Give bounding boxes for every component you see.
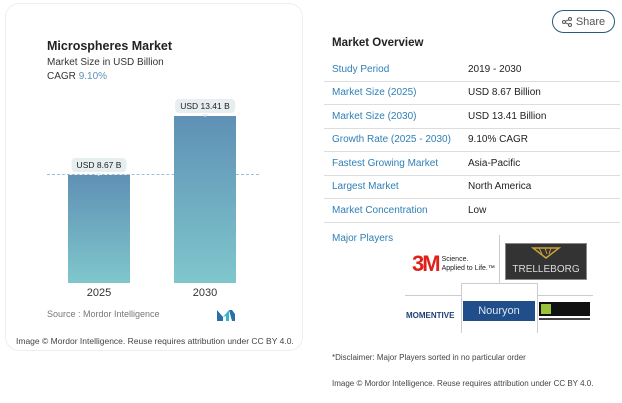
overview-title: Market Overview bbox=[332, 37, 424, 49]
logo-divider bbox=[499, 235, 500, 285]
x-tick-label: 2030 bbox=[192, 287, 218, 299]
overview-value: USD 13.41 Billion bbox=[468, 110, 547, 122]
overview-value: 2019 - 2030 bbox=[468, 63, 522, 75]
overview-row: Fastest Growing Market Asia-Pacific bbox=[324, 152, 620, 176]
logo-trelleborg: TRELLEBORG bbox=[505, 243, 587, 280]
overview-row: Growth Rate (2025 - 2030) 9.10% CAGR bbox=[324, 129, 620, 152]
overview-value: North America bbox=[468, 181, 532, 193]
mordor-logo-icon bbox=[217, 308, 235, 326]
trelleborg-text: TRELLEBORG bbox=[512, 264, 580, 275]
overview-row: Market Size (2025) USD 8.67 Billion bbox=[324, 82, 620, 105]
logo-amsp-tagline bbox=[539, 318, 590, 320]
share-icon bbox=[561, 16, 572, 27]
chart-source: Source : Mordor Intelligence bbox=[47, 309, 160, 319]
data-label: USD 13.41 B bbox=[175, 99, 235, 117]
overview-value: Asia-Pacific bbox=[468, 157, 521, 169]
overview-row: Market Size (2030) USD 13.41 Billion bbox=[324, 105, 620, 129]
logo-momentive: MOMENTIVE bbox=[406, 311, 455, 320]
overview-key[interactable]: Market Concentration bbox=[332, 204, 428, 216]
overview-row: Largest Market North America bbox=[324, 176, 620, 199]
logo-nouryon: Nouryon bbox=[463, 301, 535, 321]
overview-key[interactable]: Largest Market bbox=[332, 181, 399, 193]
overview-key[interactable]: Growth Rate (2025 - 2030) bbox=[332, 134, 451, 146]
bar-2030 bbox=[174, 116, 236, 283]
overview-value: 9.10% CAGR bbox=[468, 134, 529, 146]
bar-2025 bbox=[68, 175, 130, 283]
x-tick-label: 2025 bbox=[86, 287, 112, 299]
reference-line bbox=[47, 174, 259, 175]
overview-value: USD 8.67 Billion bbox=[468, 87, 541, 99]
chart-cagr: CAGR 9.10% bbox=[47, 71, 107, 82]
logo-amsp bbox=[539, 302, 590, 316]
3m-tagline: Science. bbox=[441, 256, 469, 263]
chart-card bbox=[5, 3, 303, 351]
overview-key[interactable]: Market Size (2025) bbox=[332, 87, 417, 99]
chart-subtitle: Market Size in USD Billion bbox=[47, 57, 164, 68]
overview-row: Study Period 2019 - 2030 bbox=[324, 58, 620, 82]
overview-key[interactable]: Fastest Growing Market bbox=[332, 157, 439, 169]
overview-value: Low bbox=[468, 204, 487, 216]
logo-3m: 3M Science. Applied to Life.™ bbox=[412, 251, 495, 276]
data-label: USD 8.67 B bbox=[71, 158, 127, 177]
major-players-label: Major Players bbox=[332, 233, 394, 244]
overview-key[interactable]: Market Size (2030) bbox=[332, 110, 417, 122]
chart-credit: Image © Mordor Intelligence. Reuse requi… bbox=[16, 336, 294, 346]
cagr-value: 9.10% bbox=[78, 71, 108, 82]
share-label: Share bbox=[575, 15, 606, 28]
overview-key[interactable]: Study Period bbox=[332, 63, 390, 75]
overview-credit: Image © Mordor Intelligence. Reuse requi… bbox=[332, 379, 594, 388]
3m-tagline: Applied to Life.™ bbox=[441, 265, 495, 272]
share-button[interactable]: Share bbox=[552, 10, 615, 33]
disclaimer: *Disclaimer: Major Players sorted in no … bbox=[332, 353, 526, 362]
cagr-label: CAGR bbox=[47, 71, 76, 82]
chart-title: Microspheres Market bbox=[47, 39, 173, 53]
overview-row: Market Concentration Low bbox=[324, 199, 620, 223]
